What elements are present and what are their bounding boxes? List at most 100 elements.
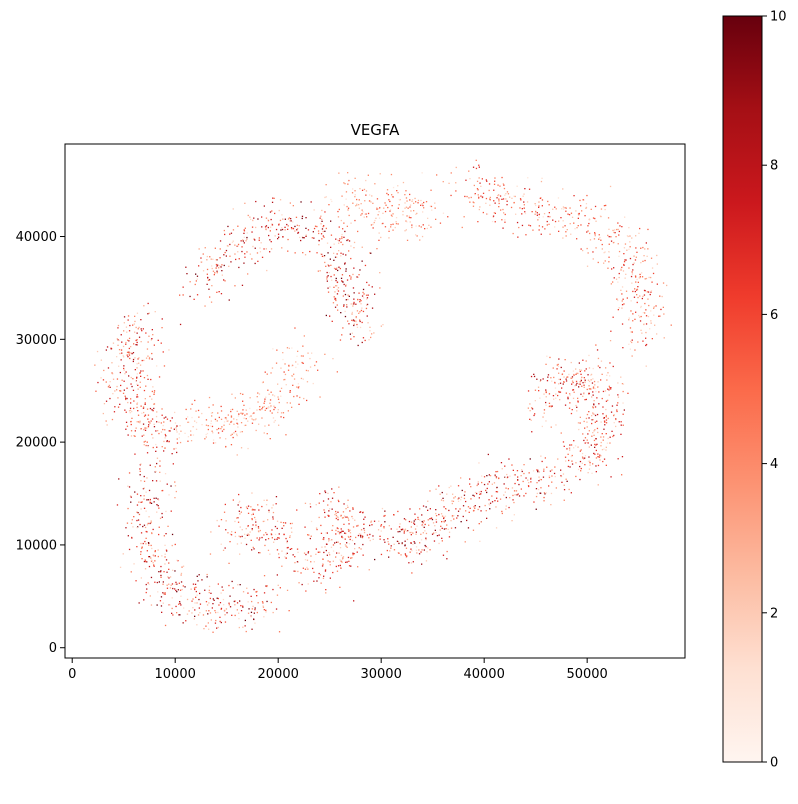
- point-0: [261, 226, 263, 228]
- point-3: [163, 535, 165, 537]
- point-7: [631, 339, 633, 341]
- point-6: [620, 433, 622, 435]
- point-8: [398, 204, 400, 206]
- point-3: [150, 544, 152, 547]
- point-7: [630, 275, 633, 278]
- point-2: [291, 406, 293, 408]
- point-0: [232, 208, 234, 210]
- point-7: [526, 201, 529, 203]
- point-0: [331, 279, 333, 281]
- point-4: [305, 553, 307, 556]
- point-7: [542, 216, 544, 218]
- point-2: [245, 424, 247, 426]
- point-4: [338, 533, 341, 535]
- point-7: [502, 183, 504, 185]
- point-4: [323, 538, 325, 541]
- point-7: [474, 193, 476, 195]
- point-8: [355, 205, 357, 207]
- point-5: [380, 530, 382, 532]
- point-6: [542, 416, 544, 418]
- point-3: [239, 584, 241, 586]
- point-6: [587, 472, 589, 474]
- point-8: [386, 192, 388, 195]
- point-4: [352, 554, 354, 556]
- point-0: [320, 253, 322, 255]
- point-6: [606, 379, 608, 381]
- chart-title: VEGFA: [351, 121, 401, 139]
- point-3: [131, 537, 133, 539]
- point-4: [277, 537, 279, 539]
- point-4: [352, 507, 354, 509]
- point-2: [270, 405, 272, 407]
- point-5: [472, 529, 475, 531]
- point-7: [655, 305, 657, 307]
- point-6: [596, 413, 599, 416]
- point-7: [635, 276, 637, 278]
- point-5: [438, 485, 440, 487]
- point-0: [343, 305, 345, 307]
- point-3: [149, 595, 151, 597]
- point-1: [179, 323, 182, 326]
- point-2: [293, 373, 295, 375]
- point-5: [511, 487, 514, 489]
- point-5: [374, 558, 376, 561]
- point-4: [341, 530, 343, 532]
- point-6: [529, 418, 531, 420]
- point-3: [168, 577, 170, 579]
- point-0: [350, 245, 352, 247]
- point-2: [217, 432, 220, 434]
- point-7: [573, 195, 575, 197]
- point-7: [586, 265, 589, 267]
- point-1: [146, 374, 149, 377]
- point-6: [558, 372, 560, 374]
- point-7: [649, 293, 651, 296]
- point-6: [590, 379, 592, 381]
- point-7: [662, 282, 665, 284]
- point-6: [578, 383, 580, 385]
- point-5: [488, 504, 491, 506]
- point-1: [123, 330, 125, 332]
- point-7: [624, 243, 627, 245]
- point-5: [477, 481, 479, 483]
- point-4: [300, 572, 302, 574]
- point-1: [148, 424, 150, 426]
- point-4: [281, 550, 283, 552]
- point-7: [577, 213, 580, 215]
- point-7: [582, 249, 584, 252]
- point-5: [438, 534, 440, 536]
- point-2: [187, 421, 190, 423]
- point-6: [580, 470, 582, 472]
- point-0: [281, 228, 284, 231]
- point-8: [411, 226, 413, 229]
- point-0: [254, 262, 256, 265]
- point-2: [296, 395, 298, 397]
- point-2: [212, 442, 215, 444]
- point-2: [312, 382, 314, 385]
- point-6: [570, 455, 572, 458]
- point-7: [658, 315, 660, 317]
- point-2: [184, 432, 186, 434]
- point-4: [241, 529, 243, 531]
- point-5: [403, 532, 405, 534]
- point-4: [345, 561, 347, 563]
- point-0: [237, 251, 239, 253]
- point-8: [365, 194, 367, 196]
- point-6: [553, 376, 555, 379]
- point-3: [162, 602, 164, 604]
- point-2: [302, 355, 304, 357]
- point-1: [108, 384, 110, 387]
- point-3: [158, 526, 160, 528]
- point-2: [207, 425, 209, 427]
- point-8: [413, 202, 415, 204]
- point-4: [335, 533, 337, 535]
- point-7: [482, 211, 484, 214]
- point-3: [171, 544, 173, 547]
- point-4: [366, 534, 369, 536]
- point-0: [338, 242, 340, 244]
- point-4: [358, 533, 361, 535]
- point-7: [532, 229, 534, 231]
- point-0: [277, 238, 279, 240]
- point-2: [291, 375, 294, 377]
- point-5: [398, 542, 400, 545]
- point-1: [160, 431, 163, 433]
